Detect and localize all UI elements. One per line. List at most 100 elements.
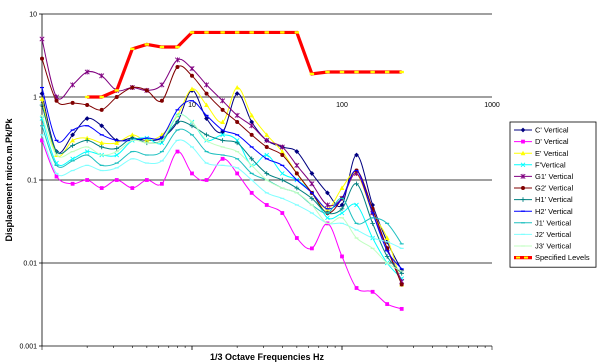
data-point — [264, 137, 270, 143]
data-point — [370, 221, 375, 226]
series-line — [41, 87, 403, 270]
data-point — [399, 271, 404, 276]
legend-entry: J1' Vertical — [514, 218, 571, 227]
data-point — [264, 144, 269, 149]
data-point — [204, 91, 209, 96]
data-point — [399, 306, 404, 311]
data-point — [204, 178, 209, 182]
legend-entry: E' Vertical — [514, 149, 568, 158]
data-point — [70, 181, 75, 186]
legend-entry: G1' Vertical — [514, 172, 573, 181]
data-point — [280, 177, 285, 183]
legend-swatch-marker — [520, 173, 526, 179]
data-point — [159, 98, 164, 103]
series-j2-vertical — [40, 134, 404, 249]
legend-entry: G2' Vertical — [514, 184, 573, 193]
legend-label: H2' Vertical — [535, 207, 573, 216]
data-point — [325, 190, 330, 196]
legend-label: G1' Vertical — [535, 172, 573, 181]
data-point — [325, 215, 330, 221]
data-point — [354, 181, 359, 187]
data-point — [39, 36, 45, 42]
data-point — [39, 102, 45, 108]
data-point — [249, 156, 254, 162]
data-point — [189, 123, 195, 129]
data-point — [220, 132, 225, 138]
series-j3-vertical — [40, 114, 404, 272]
data-point — [70, 100, 75, 105]
data-point — [294, 171, 299, 176]
data-point — [99, 186, 104, 190]
data-point — [114, 140, 120, 145]
data-point — [70, 82, 76, 88]
data-point — [249, 132, 254, 137]
x-tick-label: 1000 — [484, 102, 500, 109]
data-point — [175, 64, 180, 69]
data-point — [249, 123, 255, 129]
data-point — [220, 107, 225, 112]
data-point — [129, 132, 135, 137]
data-point — [249, 190, 254, 195]
legend-label: H1' Vertical — [535, 195, 573, 204]
legend-entry: J2' Vertical — [514, 230, 571, 239]
data-point — [339, 210, 345, 216]
data-point — [175, 119, 180, 125]
series-line — [41, 114, 402, 272]
data-point — [294, 162, 300, 168]
data-point — [234, 140, 240, 146]
legend-label: G2' Vertical — [535, 184, 573, 193]
data-point — [339, 202, 345, 208]
data-point — [204, 116, 209, 121]
data-point — [190, 73, 194, 78]
data-point — [99, 123, 105, 129]
data-point — [339, 206, 345, 212]
data-point — [70, 143, 75, 148]
specified-levels-line — [87, 30, 402, 99]
legend-entry: H2' Vertical — [514, 207, 573, 216]
legend-swatch-marker — [521, 186, 525, 190]
data-point — [99, 107, 104, 112]
x-tick-label: 10 — [188, 102, 196, 109]
data-point — [354, 152, 359, 158]
data-point — [294, 236, 299, 240]
data-point — [220, 156, 225, 161]
data-point — [324, 202, 330, 208]
series-specified-levels — [84, 30, 404, 99]
x-axis-title: 1/3 Octave Frequencies Hz — [210, 352, 325, 362]
data-point — [39, 96, 45, 101]
axes — [39, 13, 493, 350]
data-point — [234, 85, 240, 90]
data-point — [309, 181, 315, 187]
data-point — [40, 138, 44, 143]
data-point — [249, 119, 255, 125]
data-point — [294, 185, 300, 191]
legend: C' Vertical D' Vertical E' Vertical F'Verti… — [509, 121, 597, 268]
data-point — [384, 235, 390, 241]
data-point — [309, 196, 315, 201]
data-point — [279, 144, 285, 150]
series-line — [41, 58, 403, 285]
legend-label: D' Vertical — [535, 137, 569, 146]
data-point — [264, 203, 269, 207]
data-point — [160, 181, 164, 186]
data-point — [264, 171, 270, 176]
y-tick-label: 0.001 — [19, 344, 37, 351]
legend-label: J1' Vertical — [535, 218, 571, 227]
series-lines — [39, 30, 405, 311]
data-point — [85, 178, 90, 182]
data-point — [385, 302, 390, 306]
y-tick-label: 0.1 — [27, 178, 37, 185]
data-point — [235, 119, 240, 124]
y-tick-label: 0.01 — [23, 261, 37, 268]
data-point — [220, 138, 225, 143]
data-point — [399, 282, 404, 287]
legend-label: Specified Levels — [535, 253, 590, 262]
legend-swatch-marker — [520, 162, 526, 168]
data-point — [85, 103, 90, 108]
data-point — [84, 138, 90, 143]
data-point — [354, 202, 359, 208]
data-point — [40, 56, 44, 61]
data-point — [354, 286, 359, 290]
data-point — [384, 254, 390, 259]
